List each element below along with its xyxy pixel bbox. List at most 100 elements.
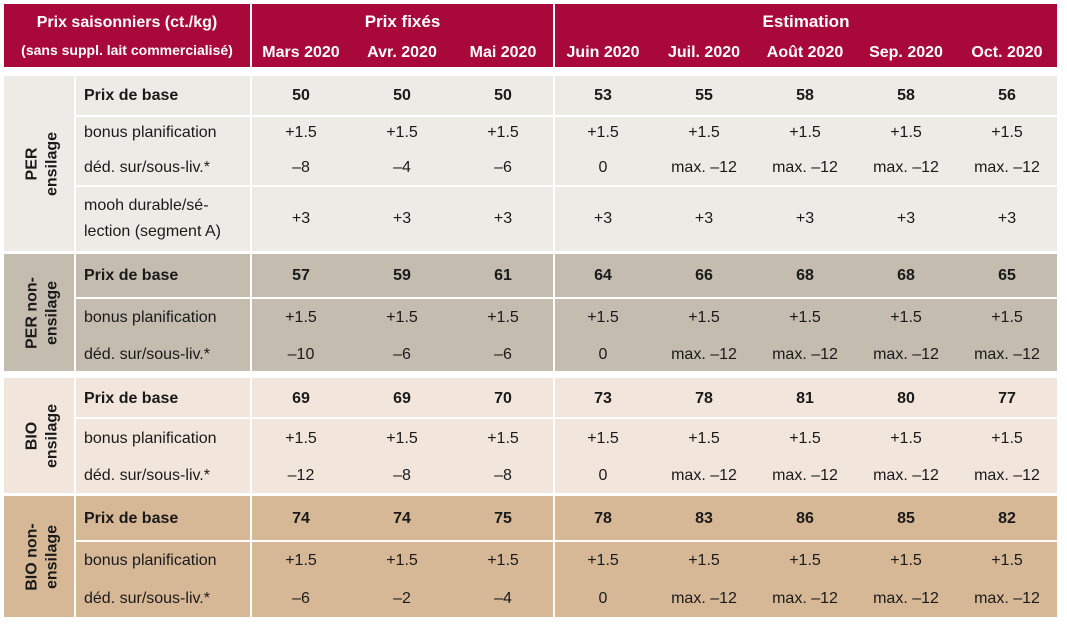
row-label: déd. sur/sous-liv.* (84, 589, 210, 607)
table-cell: 68 (796, 267, 814, 284)
table-cell: +1.5 (991, 309, 1023, 326)
table-cell: max. –12 (873, 159, 939, 176)
table-cell: 66 (695, 267, 713, 284)
table-cell: +1.5 (285, 124, 317, 141)
row-label: Prix de base (84, 267, 179, 284)
group-label: BIO non-ensilage (22, 496, 62, 617)
table-cell: 81 (796, 390, 814, 407)
table-cell: 0 (598, 466, 608, 484)
table-cell: 78 (695, 390, 713, 407)
table-cell: +1.5 (890, 309, 922, 326)
table-cell: –6 (494, 159, 512, 176)
table-cell: +1.5 (890, 430, 922, 447)
row-label-line2: lection (segment A) (84, 222, 221, 240)
table-cell: –8 (292, 159, 310, 176)
table-cell: max. –12 (873, 466, 939, 484)
table-cell: max. –12 (974, 159, 1040, 176)
group-label: PER ensilage (22, 76, 62, 251)
group-band-bio-ensilage (4, 378, 1057, 493)
table-cell: 50 (292, 87, 310, 104)
table-cell: +1.5 (386, 430, 418, 447)
row-label: Prix de base (84, 390, 179, 407)
table-cell: +1.5 (890, 124, 922, 141)
table-cell: +1.5 (487, 124, 519, 141)
table-cell: 56 (998, 87, 1016, 104)
table-cell: 0 (598, 345, 608, 363)
table-cell: 73 (594, 390, 612, 407)
month-header: Mai 2020 (469, 44, 537, 61)
table-cell: +1.5 (890, 551, 922, 569)
table-cell: 58 (796, 87, 814, 104)
table-cell: –12 (287, 466, 315, 484)
row-separator (76, 185, 1057, 187)
table-cell: +1.5 (688, 551, 720, 569)
header-estimates: Estimation (555, 4, 1057, 67)
table-cell: +3 (593, 209, 613, 227)
group-label-line1: BIO (23, 421, 40, 450)
table-cell: +1.5 (587, 430, 619, 447)
group-label-line2: ensilage (43, 131, 60, 196)
row-label: Prix de base (84, 87, 179, 104)
table-cell: 69 (292, 390, 310, 407)
table-cell: +1.5 (789, 430, 821, 447)
group-label-line1: PER non- (23, 276, 40, 349)
table-cell: 68 (897, 267, 915, 284)
table-cell: 61 (494, 267, 512, 284)
table-cell: max. –12 (671, 589, 737, 607)
header-title-cell: Prix saisonniers (ct./kg) (sans suppl. l… (4, 4, 250, 67)
month-header: Oct. 2020 (971, 44, 1043, 61)
table-cell: 59 (393, 267, 411, 284)
table-cell: +1.5 (991, 551, 1023, 569)
table-cell: max. –12 (671, 159, 737, 176)
table-title: Prix saisonniers (ct./kg) (36, 14, 218, 31)
table-cell: +1.5 (991, 430, 1023, 447)
table-cell: 57 (292, 267, 310, 284)
table-cell: 85 (897, 509, 915, 527)
table-cell: max. –12 (772, 589, 838, 607)
table-cell: 77 (998, 390, 1016, 407)
table-cell: 82 (998, 509, 1016, 527)
table-cell: –6 (292, 589, 310, 607)
table-subtitle: (sans suppl. lait commercialisé) (21, 42, 233, 58)
table-cell: +1.5 (789, 124, 821, 141)
table-cell: max. –12 (974, 589, 1040, 607)
table-cell: 55 (695, 87, 713, 104)
group-label: PER non-ensilage (22, 254, 62, 371)
table-cell: –6 (393, 345, 411, 363)
row-label: déd. sur/sous-liv.* (84, 466, 210, 484)
table-cell: +1.5 (386, 309, 418, 326)
column-separator (74, 76, 76, 617)
table-cell: +1.5 (487, 551, 519, 569)
row-label: mooh durable/sé-lection (segment A) (84, 186, 221, 251)
row-label: déd. sur/sous-liv.* (84, 159, 210, 176)
row-separator (76, 297, 1057, 299)
table-cell: 75 (494, 509, 512, 527)
table-cell: 0 (598, 159, 608, 176)
table-cell: –10 (287, 345, 315, 363)
table-cell: +3 (795, 209, 815, 227)
table-cell: max. –12 (873, 589, 939, 607)
column-separator (553, 76, 555, 617)
row-label: bonus planification (84, 124, 217, 141)
table-cell: +3 (493, 209, 513, 227)
group-estimate-label: Estimation (762, 12, 850, 31)
table-cell: +3 (997, 209, 1017, 227)
table-cell: 0 (598, 589, 608, 607)
table-cell: max. –12 (873, 345, 939, 363)
table-cell: +1.5 (688, 309, 720, 326)
table-cell: +3 (694, 209, 714, 227)
table-cell: 78 (594, 509, 612, 527)
table-cell: –4 (393, 159, 411, 176)
table-cell: max. –12 (974, 466, 1040, 484)
table-cell: max. –12 (671, 345, 737, 363)
row-label: bonus planification (84, 551, 217, 569)
row-separator (76, 115, 1057, 117)
table-cell: +1.5 (487, 430, 519, 447)
table-cell: +1.5 (487, 309, 519, 326)
table-cell: +1.5 (587, 124, 619, 141)
table-cell: –6 (494, 345, 512, 363)
table-cell: 74 (292, 509, 310, 527)
table-cell: 65 (998, 267, 1016, 284)
table-cell: +1.5 (285, 551, 317, 569)
